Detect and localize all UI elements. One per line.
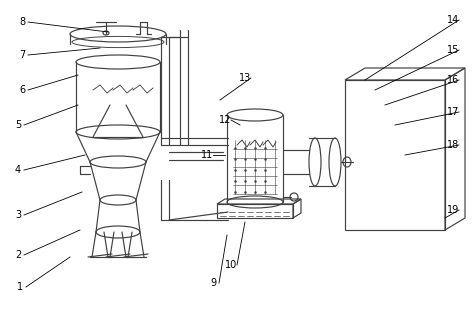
Text: 17: 17 <box>447 107 459 117</box>
Text: 6: 6 <box>19 85 25 95</box>
Bar <box>345 80 445 230</box>
Text: 18: 18 <box>447 140 459 150</box>
Text: 11: 11 <box>201 150 213 160</box>
Text: 5: 5 <box>15 120 21 130</box>
Text: 4: 4 <box>15 165 21 175</box>
Text: 8: 8 <box>19 17 25 27</box>
Text: 2: 2 <box>15 250 21 260</box>
Bar <box>217 204 293 218</box>
Text: 14: 14 <box>447 15 459 25</box>
Text: 7: 7 <box>19 50 25 60</box>
Text: 9: 9 <box>210 278 216 288</box>
Text: 15: 15 <box>447 45 459 55</box>
Text: 16: 16 <box>447 75 459 85</box>
Text: 12: 12 <box>219 115 231 125</box>
Text: 19: 19 <box>447 205 459 215</box>
Text: 13: 13 <box>239 73 251 83</box>
Text: 10: 10 <box>225 260 237 270</box>
Text: 3: 3 <box>15 210 21 220</box>
Text: 1: 1 <box>17 282 23 292</box>
